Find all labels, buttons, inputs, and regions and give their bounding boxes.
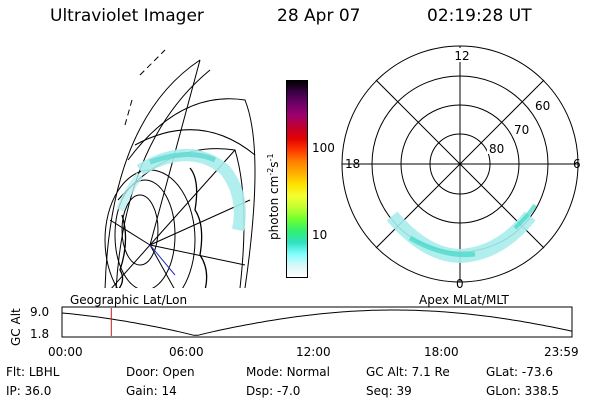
aurora-oval-polar	[386, 203, 537, 264]
colorbar-units-label: photon cm-2s-1	[266, 153, 281, 240]
info-gain: Gain: 14	[126, 384, 177, 398]
gc-altitude-curve	[61, 309, 573, 336]
colorbar-tick-10: 10	[312, 228, 328, 242]
info-filter: Flt: LBHL	[6, 365, 60, 379]
x-tick-0000: 00:00	[48, 345, 83, 359]
geographic-latlon-label: Geographic Lat/Lon	[70, 293, 188, 307]
info-seq: Seq: 39	[366, 384, 412, 398]
colorbar-tick-100: 100	[312, 141, 335, 155]
instrument-title: Ultraviolet Imager	[50, 6, 204, 26]
x-tick-1200: 12:00	[296, 345, 331, 359]
mlat-label-70: 70	[514, 123, 529, 137]
gc-alt-max-label: 9.0	[30, 305, 49, 319]
info-gc-alt: GC Alt: 7.1 Re	[366, 365, 450, 379]
info-dsp: Dsp: -7.0	[246, 384, 301, 398]
mlat-label-80: 80	[489, 142, 504, 156]
gc-alt-min-label: 1.8	[30, 327, 49, 341]
geographic-grid	[104, 49, 256, 288]
polar-mlt-plot: 12 18 6 0 60 70 80	[341, 45, 581, 291]
time-label: 02:19:28 UT	[427, 6, 532, 26]
timeline-frame	[61, 306, 573, 338]
info-mode: Mode: Normal	[246, 365, 330, 379]
apex-mlat-mlt-label: Apex MLat/MLT	[419, 293, 509, 307]
info-door: Door: Open	[126, 365, 195, 379]
mlt-label-18: 18	[345, 157, 360, 171]
x-tick-1800: 18:00	[424, 345, 459, 359]
mlat-label-60: 60	[535, 99, 550, 113]
info-glat: GLat: -73.6	[486, 365, 553, 379]
info-ip: IP: 36.0	[6, 384, 52, 398]
gc-alt-axis-label: GC Alt	[9, 308, 23, 346]
mlt-label-0: 0	[456, 277, 464, 291]
info-glon: GLon: 338.5	[486, 384, 559, 398]
mlt-label-6: 6	[573, 157, 581, 171]
x-tick-2359: 23:59	[544, 345, 579, 359]
altitude-timeline: GC Alt 9.0 1.8	[9, 305, 573, 346]
color-bar	[286, 80, 308, 278]
aurora-emission-geographic	[116, 149, 246, 232]
date-label: 28 Apr 07	[277, 6, 361, 26]
mlt-label-12: 12	[454, 49, 469, 63]
x-tick-0600: 06:00	[169, 345, 204, 359]
